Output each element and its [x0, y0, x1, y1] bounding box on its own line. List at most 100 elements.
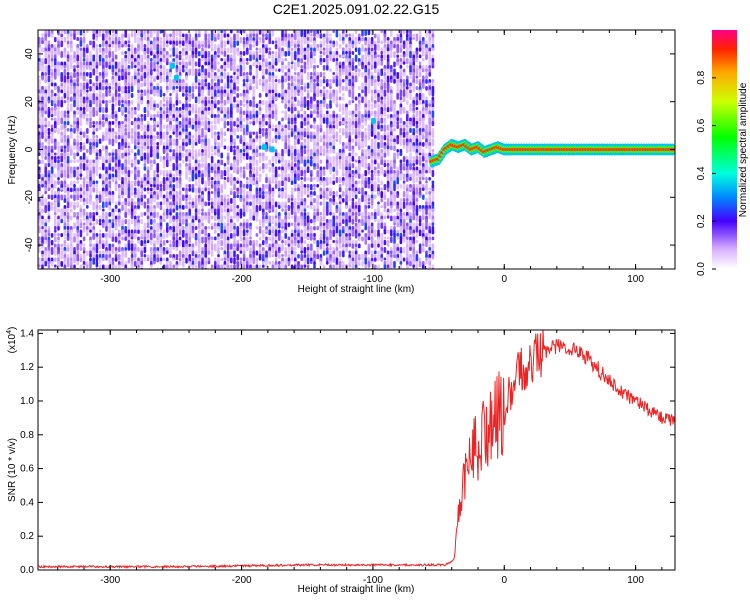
spectrogram-cell	[44, 240, 47, 245]
spectrogram-cell	[358, 72, 361, 77]
spectrogram-cell	[255, 135, 259, 140]
spectrogram-cell	[348, 233, 351, 237]
spectrogram-cell	[134, 58, 137, 63]
spectrogram-cell	[290, 170, 294, 174]
spectrogram-cell	[278, 124, 281, 129]
spectrogram-cell	[361, 33, 364, 37]
spectrogram-cell	[44, 79, 47, 83]
spectrogram-cell	[290, 107, 294, 114]
spectrogram-cell	[92, 187, 95, 193]
spectrogram-cell	[233, 149, 236, 156]
spectrogram-cell	[284, 212, 287, 216]
spectrogram-cell	[354, 243, 358, 248]
spectrogram-cell	[38, 191, 41, 196]
spectrogram-cell	[124, 250, 127, 258]
spectrogram-cell	[140, 156, 143, 162]
spectrogram-cell	[287, 198, 291, 203]
spectrogram-cell	[121, 205, 124, 211]
spectrogram-cell	[233, 142, 236, 146]
spectrogram-cell	[338, 33, 342, 42]
spectrogram-cell	[319, 51, 323, 55]
spectrogram-cell	[41, 47, 44, 53]
spectrogram-cell	[82, 250, 86, 254]
spectrogram-cell	[265, 184, 268, 189]
spectrogram-cell	[79, 121, 83, 127]
spectrogram-cell	[252, 142, 255, 147]
spectrogram-cell	[246, 93, 249, 101]
spectrogram-cell	[134, 261, 137, 267]
spectrogram-cell	[172, 177, 175, 183]
spectrogram-cell	[111, 82, 115, 86]
spectrogram-cell	[156, 61, 159, 65]
spectrogram-cell	[150, 177, 153, 181]
spectrogram-cell	[335, 257, 339, 266]
spectrogram-cell	[44, 138, 47, 142]
spectrogram-cell	[319, 194, 323, 199]
spectrogram-cell	[204, 40, 207, 49]
spectrogram-cell	[162, 124, 166, 129]
spectrogram-cell	[351, 117, 355, 123]
spectrogram-cell	[66, 247, 70, 252]
spectrogram-cell	[281, 149, 284, 157]
spectrogram-cell	[220, 233, 223, 240]
spectrogram-cell	[70, 201, 73, 208]
spectrogram-cell	[73, 58, 76, 63]
spectrogram-cell	[111, 152, 115, 156]
spectrogram-cell	[201, 149, 204, 153]
spectrogram-cell	[297, 93, 300, 97]
spectrogram-cell	[204, 58, 207, 62]
spectrogram-cell	[194, 187, 198, 194]
spectrogram-cell	[66, 82, 70, 87]
spectrogram-cell	[223, 72, 227, 80]
spectrogram-cell	[95, 110, 99, 116]
spectrogram-cell	[303, 226, 307, 234]
spectrogram-cell	[329, 114, 332, 119]
spectrogram-cell	[287, 261, 291, 267]
spectrogram-cell	[95, 180, 99, 184]
spectrogram-cell	[98, 229, 102, 233]
spectrogram-cell	[162, 229, 166, 234]
spectrogram-cell	[54, 58, 57, 66]
spectrogram-cell	[166, 44, 169, 48]
spectrogram-cell	[130, 47, 134, 52]
spectrogram-cell	[297, 51, 300, 56]
spectrogram-cell	[47, 205, 51, 212]
spectrogram-cell	[188, 194, 191, 201]
spectrogram-cell	[178, 75, 182, 80]
spectrogram-cell	[137, 131, 140, 136]
spectrogram-cell	[361, 72, 364, 78]
spectrogram-cell	[130, 236, 134, 240]
spectrogram-cell	[242, 226, 246, 230]
spectrogram-cell	[294, 156, 297, 163]
spectrogram-cell	[204, 79, 207, 83]
spectrogram-cell	[150, 149, 153, 154]
spectrogram-cell	[258, 166, 262, 172]
spectrogram-cell	[284, 250, 287, 257]
spectrogram-cell	[153, 184, 156, 188]
spectrogram-cell	[271, 86, 275, 90]
spectrogram-cell	[322, 236, 326, 241]
spectrogram-cell	[198, 110, 201, 115]
spectrogram-cell	[217, 142, 220, 146]
spectrogram-cell	[236, 247, 239, 251]
spectrogram-cell	[82, 187, 86, 192]
spectrogram-cell	[210, 79, 214, 83]
spectrogram-cell	[82, 89, 86, 95]
spectrogram-cell	[70, 124, 73, 128]
spectrogram-cell	[310, 33, 313, 37]
spectrogram-cell	[239, 243, 243, 249]
spectrogram-cell	[44, 166, 47, 175]
spectrogram-cell	[73, 159, 76, 164]
spectrogram-cell	[294, 240, 297, 245]
spectrogram-cell	[169, 229, 172, 237]
spectrogram-cell	[137, 247, 140, 252]
spectrogram-cell	[281, 96, 284, 100]
spectrogram-cell	[354, 47, 358, 52]
spectrogram-cell	[108, 254, 111, 259]
spectrogram-cell	[70, 75, 73, 80]
spectrogram-cell	[316, 135, 319, 143]
spectrogram-cell	[345, 166, 348, 171]
spectrogram-cell	[226, 100, 230, 105]
spectrogram-cell	[102, 208, 105, 212]
spectrogram-cell	[281, 110, 284, 114]
